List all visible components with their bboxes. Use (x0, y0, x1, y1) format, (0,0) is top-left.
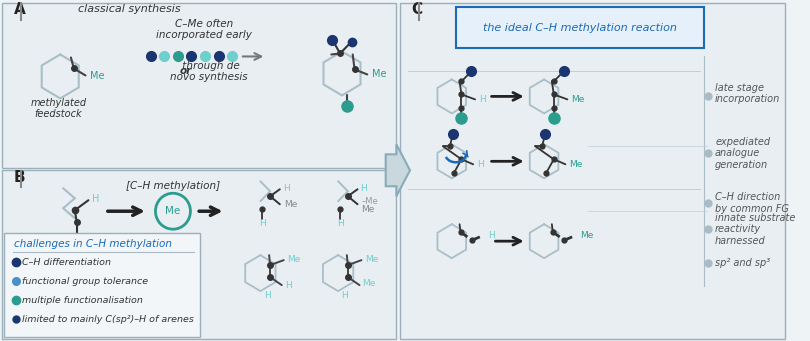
Text: H: H (92, 194, 100, 204)
Text: the ideal C–H methylation reaction: the ideal C–H methylation reaction (483, 23, 677, 32)
Text: H: H (488, 231, 494, 240)
Text: Me: Me (284, 200, 297, 209)
Text: Me: Me (288, 255, 301, 264)
Text: or: or (180, 66, 192, 76)
Text: Me: Me (165, 206, 181, 216)
Text: C–H direction
by common FG: C–H direction by common FG (715, 192, 789, 214)
Text: H: H (337, 219, 343, 228)
FancyBboxPatch shape (4, 233, 200, 337)
Text: C–H differentiation: C–H differentiation (23, 258, 111, 267)
Text: H: H (284, 281, 292, 290)
Text: Me: Me (361, 205, 375, 214)
Text: innate substrate
reactivity
harnessed: innate substrate reactivity harnessed (715, 212, 795, 246)
Text: H: H (342, 291, 348, 300)
Text: Me: Me (571, 95, 585, 104)
Text: late stage
incorporation: late stage incorporation (715, 83, 780, 104)
Text: [C–H methylation]: [C–H methylation] (126, 181, 220, 191)
Text: classical synthesis: classical synthesis (78, 3, 181, 14)
Text: H: H (73, 234, 80, 244)
FancyBboxPatch shape (456, 6, 705, 48)
Text: through de
novo synthesis: through de novo synthesis (170, 61, 248, 82)
Text: Me: Me (372, 70, 386, 79)
Bar (2, 3, 396, 168)
Text: C: C (411, 2, 422, 17)
Text: expediated
analogue
generation: expediated analogue generation (715, 137, 770, 170)
Text: Me: Me (91, 72, 104, 81)
Text: functional group tolerance: functional group tolerance (23, 277, 148, 286)
Text: Me: Me (362, 279, 376, 287)
Polygon shape (386, 144, 410, 196)
Text: methylated
feedstock: methylated feedstock (30, 98, 87, 119)
Text: H: H (479, 95, 486, 104)
Text: limited to mainly C(sp²)–H of arenes: limited to mainly C(sp²)–H of arenes (23, 314, 194, 324)
Text: Me: Me (580, 231, 594, 240)
Text: A: A (14, 2, 25, 17)
Text: Me: Me (569, 160, 582, 169)
Text: H: H (477, 160, 484, 169)
Bar (400, 3, 785, 339)
Text: H: H (283, 184, 289, 193)
Text: B: B (14, 170, 25, 185)
Text: H: H (360, 184, 367, 193)
Text: C–Me often
incorporated early: C–Me often incorporated early (156, 19, 252, 40)
Text: H: H (264, 291, 271, 300)
Text: challenges in C–H methylation: challenges in C–H methylation (14, 239, 172, 249)
Text: –Me: –Me (361, 197, 378, 206)
Text: multiple functionalisation: multiple functionalisation (23, 296, 143, 305)
Bar (2, 170, 396, 339)
Text: Me: Me (365, 255, 379, 264)
Text: H: H (259, 219, 266, 228)
Text: sp² and sp³: sp² and sp³ (715, 258, 770, 268)
